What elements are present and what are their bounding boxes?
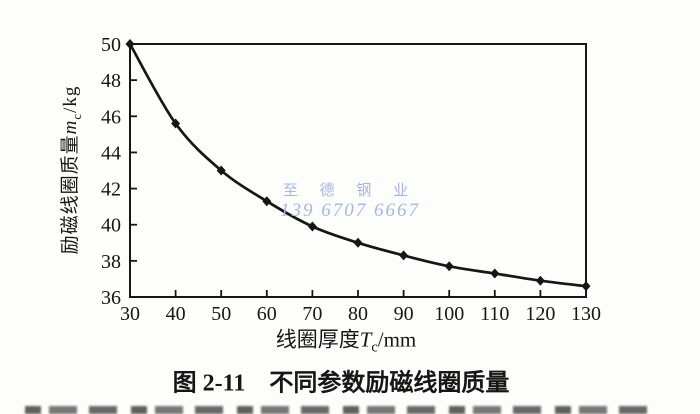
y-axis-subscript: c (68, 112, 84, 120)
y-tick-label: 46 (101, 106, 121, 128)
y-tick-label: 36 (101, 287, 121, 309)
y-tick-label: 48 (101, 70, 121, 92)
data-point-marker (216, 165, 226, 176)
chart-curve (128, 42, 588, 288)
y-axis-unit: /kg (60, 85, 82, 113)
x-tick-label: 40 (166, 303, 186, 325)
x-tick-label: 60 (257, 303, 277, 325)
y-tick-label: 42 (101, 179, 121, 201)
y-axis-variable: m (60, 119, 82, 135)
y-tick-label: 38 (101, 251, 121, 273)
x-tick-label: 100 (434, 303, 464, 325)
x-tick-label: 90 (394, 303, 414, 325)
x-tick-label: 120 (525, 303, 555, 325)
y-tick-label: 50 (101, 34, 121, 56)
x-axis-subscript: c (371, 339, 378, 356)
x-tick-label: 130 (571, 303, 601, 325)
data-point-marker (353, 237, 363, 248)
y-tick-label: 44 (101, 142, 121, 164)
data-point-marker (581, 281, 591, 292)
x-tick-label: 30 (120, 303, 140, 325)
y-tick-label: 40 (101, 215, 121, 237)
x-tick-label: 50 (211, 303, 231, 325)
y-axis-label-text: 励磁线圈质量 (60, 134, 82, 255)
data-point-marker (125, 39, 135, 49)
x-tick-label: 110 (480, 303, 509, 325)
x-axis-variable: T (359, 327, 372, 352)
data-point-marker (535, 275, 545, 286)
data-point-marker (307, 221, 317, 232)
data-point-marker (262, 196, 272, 207)
y-axis-label: 励磁线圈质量mc/kg (55, 86, 85, 255)
data-point-marker (171, 118, 181, 129)
x-axis-label-text: 线圈厚度 (275, 327, 360, 352)
cutoff-text-artifact (25, 406, 657, 414)
x-axis-unit: /mm (377, 327, 417, 352)
plot-frame (129, 43, 587, 298)
data-point-marker (490, 268, 500, 279)
x-tick-label: 70 (302, 303, 322, 325)
data-point-marker (399, 250, 409, 261)
x-axis-label: 线圈厚度Tc/mm (276, 323, 417, 356)
x-tick-label: 80 (348, 303, 368, 325)
figure-caption: 图 2-11 不同参数励磁线圈质量 (172, 370, 510, 397)
data-point-marker (444, 261, 454, 272)
